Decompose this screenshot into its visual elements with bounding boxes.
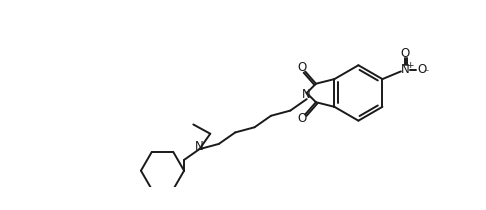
Text: ⁻: ⁻ — [424, 69, 429, 79]
Text: O: O — [417, 63, 426, 76]
Text: +: + — [406, 61, 413, 70]
Text: N: N — [302, 88, 311, 101]
Text: N: N — [400, 63, 409, 76]
Text: O: O — [297, 112, 307, 125]
Text: O: O — [400, 47, 409, 60]
Text: O: O — [297, 61, 307, 74]
Text: N: N — [195, 140, 204, 153]
